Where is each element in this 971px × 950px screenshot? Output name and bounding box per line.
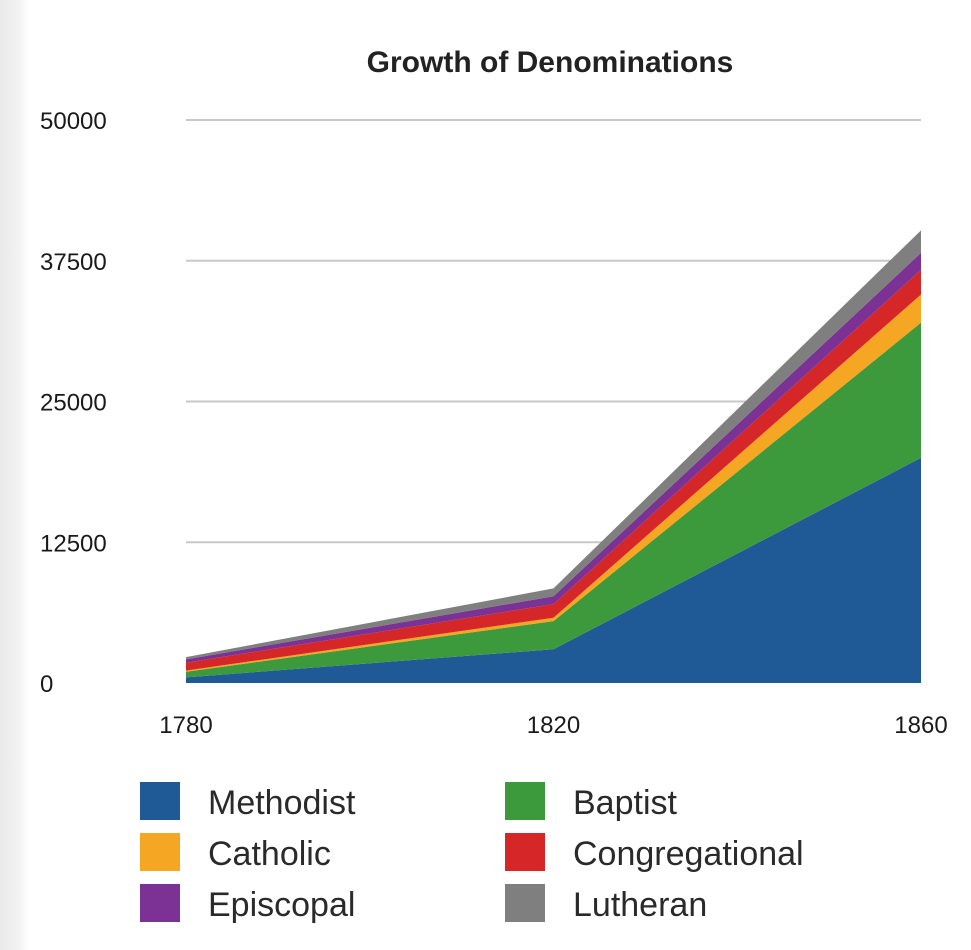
y-tick-label: 25000 <box>40 390 107 417</box>
legend-swatch-congregational <box>505 833 545 871</box>
legend-swatch-methodist <box>140 782 180 820</box>
chart-title: Growth of Denominations <box>367 46 734 79</box>
area-methodist <box>186 457 921 683</box>
legend-swatch-episcopal <box>140 884 180 922</box>
x-tick-label: 1860 <box>894 712 947 739</box>
legend-label-congregational: Congregational <box>573 835 804 873</box>
area-baptist <box>186 322 921 678</box>
legend-swatch-baptist <box>505 782 545 820</box>
y-tick-label: 50000 <box>40 108 107 135</box>
y-axis-ticks: 0 12500 25000 37500 50000 <box>40 108 107 698</box>
legend-label-episcopal: Episcopal <box>208 886 355 924</box>
x-tick-label: 1820 <box>527 712 580 739</box>
legend-label-methodist: Methodist <box>208 784 356 822</box>
legend-label-catholic: Catholic <box>208 835 331 873</box>
legend-swatch-catholic <box>140 833 180 871</box>
x-axis-ticks: 1780 1820 1860 <box>159 712 947 739</box>
legend-swatch-lutheran <box>505 884 545 922</box>
legend-label-baptist: Baptist <box>573 784 677 822</box>
legend: Methodist Baptist Catholic Congregational Ep… <box>140 782 804 924</box>
legend-label-lutheran: Lutheran <box>573 886 707 924</box>
y-tick-label: 0 <box>40 671 53 698</box>
y-tick-label: 37500 <box>40 249 107 276</box>
stacked-areas <box>186 230 921 683</box>
x-tick-label: 1780 <box>159 712 212 739</box>
y-tick-label: 12500 <box>40 530 107 557</box>
